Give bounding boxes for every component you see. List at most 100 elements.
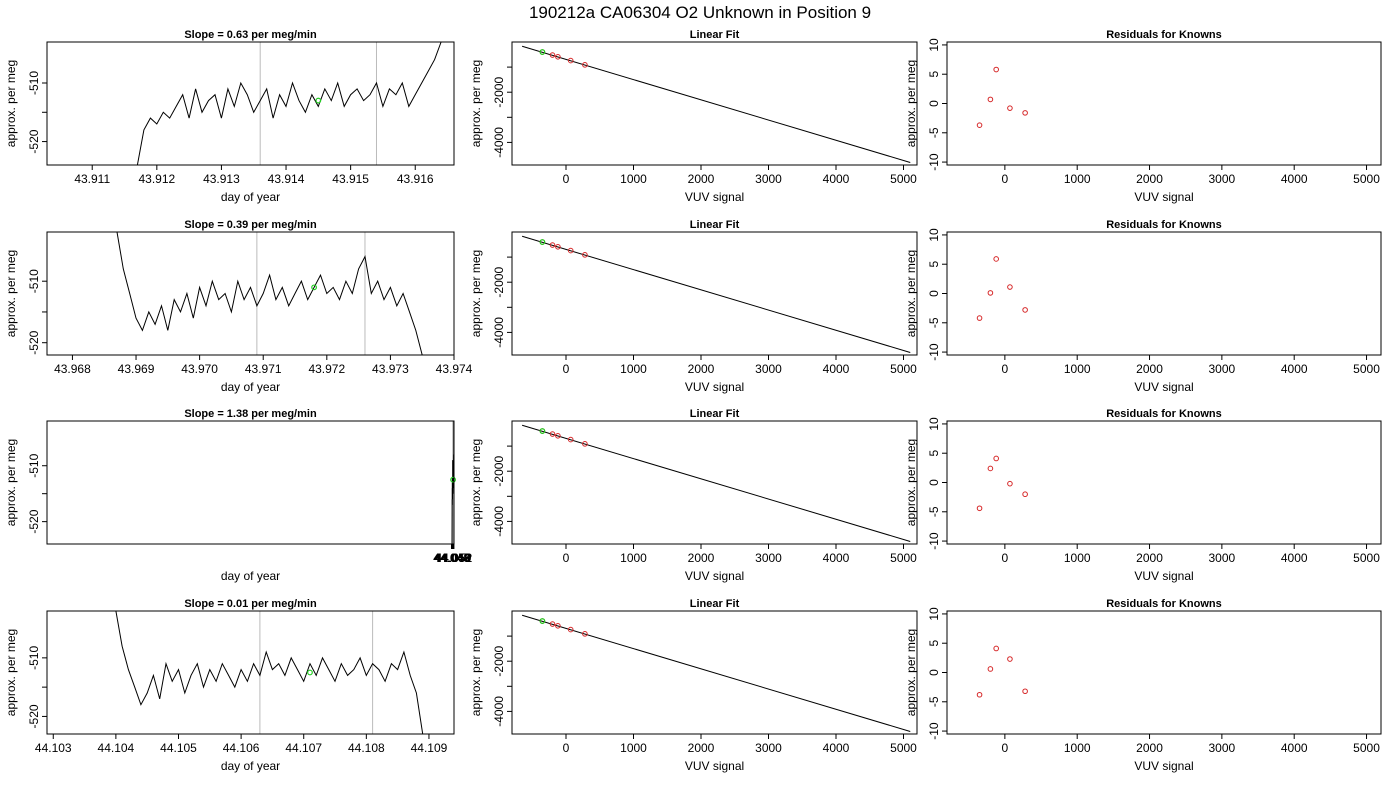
x-tick-label: 43.913	[203, 172, 240, 186]
y-axis-label: approx. per meg	[4, 250, 18, 337]
x-axis-label: day of year	[221, 569, 280, 583]
known-point	[567, 626, 574, 633]
y-tick-label: -2000	[492, 646, 506, 677]
x-axis-label: VUV signal	[1134, 190, 1193, 204]
x-tick-label: 1000	[620, 172, 647, 186]
y-tick-label: 10	[927, 38, 941, 52]
x-tick-label: 2000	[1136, 551, 1163, 565]
known-point	[993, 645, 999, 652]
y-tick-label: 0	[927, 100, 941, 107]
y-tick-label: -510	[27, 71, 41, 95]
x-tick-label: 5000	[890, 551, 917, 565]
x-tick-label: 0	[563, 362, 570, 376]
x-tick-label: 43.912	[138, 172, 175, 186]
x-tick-label: 3000	[755, 741, 782, 755]
chart-panel-12: Residuals for Knowns 0 1000 2000 3000 4000 500…	[904, 598, 1382, 773]
x-axis-label: VUV signal	[1134, 759, 1193, 773]
known-point	[1022, 491, 1028, 498]
x-tick-label: 5000	[1353, 551, 1380, 565]
x-tick-label: 43.915	[332, 172, 369, 186]
x-tick-label: 44.103	[35, 741, 72, 755]
known-point	[549, 431, 556, 437]
chart-panel-3: Residuals for Knowns 0 1000 2000 3000 4000 500…	[904, 29, 1382, 204]
chart-panel-4: Slope = 0.39 per meg/min 43.968 43.969 43.9…	[4, 219, 473, 394]
known-point	[582, 62, 588, 68]
x-tick-label: 2000	[688, 741, 715, 755]
unknown-point	[539, 618, 546, 624]
x-tick-label: 4000	[823, 551, 850, 565]
plot-frame	[946, 610, 1382, 735]
x-tick-label: 44.106	[223, 741, 260, 755]
y-tick-label: 5	[927, 261, 941, 268]
y-tick-label: -510	[27, 269, 41, 293]
y-tick-label: 0	[927, 669, 941, 676]
x-tick-label: 5000	[1353, 172, 1380, 186]
x-axis-label: VUV signal	[1134, 569, 1193, 583]
x-tick-label: 43.916	[397, 172, 434, 186]
known-point	[993, 66, 999, 73]
plot-frame	[46, 41, 455, 166]
x-tick-label: 3000	[755, 362, 782, 376]
x-tick-label: 0	[1002, 741, 1009, 755]
x-tick-label: 4000	[1281, 172, 1308, 186]
chart-panel-10: Slope = 0.01 per meg/min 44.103 44.104 44.1…	[4, 598, 455, 773]
unknown-point	[539, 239, 546, 245]
y-tick-label: -4000	[492, 127, 506, 158]
known-point	[555, 54, 561, 60]
y-tick-label: 0	[927, 290, 941, 297]
y-tick-label: -520	[27, 509, 41, 533]
x-tick-label: 43.968	[54, 362, 91, 376]
plot-frame	[511, 420, 918, 545]
x-tick-label: 5000	[890, 362, 917, 376]
x-tick-label: 44.052	[436, 551, 473, 565]
y-tick-label: -520	[27, 129, 41, 153]
x-tick-label: 3000	[755, 172, 782, 186]
x-tick-label: 1000	[620, 551, 647, 565]
signal-trace	[115, 611, 424, 734]
unknown-point	[311, 284, 317, 291]
x-tick-label: 1000	[1064, 172, 1091, 186]
x-axis-label: VUV signal	[685, 380, 744, 394]
known-point	[1007, 656, 1013, 662]
x-tick-label: 44.051	[435, 551, 472, 565]
plot-frame	[46, 610, 455, 735]
fit-line	[521, 424, 911, 542]
x-tick-label: 44.046	[433, 551, 470, 565]
y-tick-label: -5	[927, 696, 941, 707]
y-axis-label: approx. per meg	[904, 629, 918, 716]
y-tick-label: 5	[927, 640, 941, 647]
known-point	[1022, 307, 1028, 313]
y-tick-label: 10	[927, 417, 941, 431]
y-tick-label: -4000	[492, 317, 506, 348]
y-tick-label: -2000	[492, 267, 506, 298]
x-tick-label: 0	[1002, 551, 1009, 565]
chart-panel-9: Residuals for Knowns 0 1000 2000 3000 4000 500…	[904, 408, 1382, 583]
known-point	[987, 96, 994, 103]
y-tick-label: -520	[27, 330, 41, 354]
y-axis-label: approx. per meg	[904, 250, 918, 337]
x-tick-label: 44.047	[434, 551, 471, 565]
x-axis-label: day of year	[221, 759, 280, 773]
known-point	[555, 623, 561, 629]
y-axis-label: approx. per meg	[904, 60, 918, 147]
known-point	[549, 621, 556, 627]
panel-title: Residuals for Knowns	[1106, 29, 1222, 41]
plot-frame	[46, 420, 455, 545]
y-tick-label: -5	[927, 506, 941, 517]
y-tick-label: 10	[927, 228, 941, 242]
chart-panel-7: Slope = 1.38 per meg/min 44.04644.04744.0…	[4, 408, 473, 583]
known-point	[555, 433, 561, 439]
panel-title: Slope = 0.63 per meg/min	[184, 29, 317, 41]
y-axis-label: approx. per meg	[469, 60, 483, 147]
x-tick-label: 2000	[688, 362, 715, 376]
y-tick-label: 5	[927, 450, 941, 457]
plot-frame	[946, 231, 1382, 356]
panel-title: Linear Fit	[690, 29, 740, 41]
x-axis-label: day of year	[221, 380, 280, 394]
x-tick-label: 0	[1002, 172, 1009, 186]
x-tick-label: 2000	[1136, 172, 1163, 186]
x-tick-label: 0	[563, 172, 570, 186]
panel-title: Slope = 0.39 per meg/min	[184, 219, 317, 231]
x-tick-label: 43.972	[308, 362, 345, 376]
unknown-point	[539, 428, 546, 434]
